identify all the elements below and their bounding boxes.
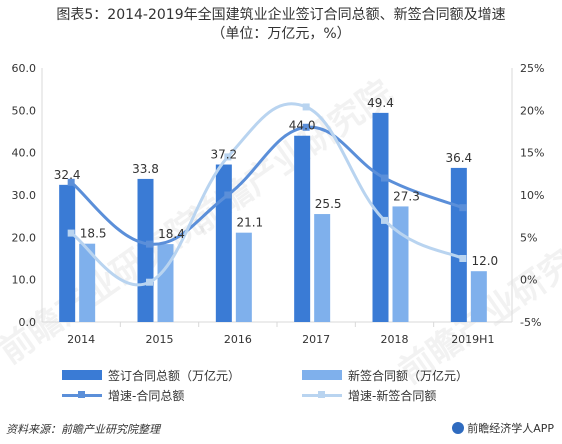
axes: 0.0 10.0 20.0 30.0 40.0 50.0 60.0 -5% 0% 5% 10% 15%… — [12, 62, 545, 346]
bar — [79, 243, 96, 322]
growth-marker — [224, 191, 232, 199]
bar-value-label: 32.4 — [54, 168, 81, 182]
x-tick-label: 2014 — [67, 333, 95, 346]
right-tick-label: -5% — [520, 316, 541, 329]
right-tick-label: 25% — [520, 62, 544, 75]
chart-title-line2: （单位：万亿元，%） — [211, 26, 351, 42]
left-tick-label: 20.0 — [12, 231, 37, 244]
bar-value-label: 25.5 — [315, 197, 342, 211]
bars — [59, 112, 487, 322]
growth-marker — [459, 204, 467, 212]
labels: 32.4 33.8 37.2 44.0 49.4 36.4 18.5 18.4 21.1 25.5… — [54, 96, 498, 268]
growth-marker — [459, 255, 467, 262]
bar — [137, 178, 154, 322]
growth-marker — [224, 153, 232, 161]
chart-title: 图表5：2014-2019年全国建筑业企业签订合同总额、新签合同额及增速 （单位… — [0, 6, 562, 44]
bar-value-label: 21.1 — [236, 216, 263, 230]
x-tick-label: 2016 — [224, 333, 252, 346]
growth-marker — [381, 216, 388, 224]
growth-marker — [67, 229, 75, 237]
bar-value-label: 27.3 — [393, 189, 420, 203]
brand-text: 前瞻经济学人APP — [467, 422, 554, 435]
growth-marker — [67, 178, 75, 186]
brand-logo-icon — [452, 422, 465, 434]
bar-value-label: 44.0 — [289, 119, 316, 133]
right-tick-label: 15% — [520, 147, 544, 160]
left-tick-label: 10.0 — [12, 274, 37, 287]
bar — [294, 135, 311, 322]
bar-value-label: 33.8 — [132, 162, 159, 176]
left-tick-label: 0.0 — [19, 316, 37, 329]
growth-marker — [381, 174, 388, 182]
right-tick-label: 5% — [520, 231, 537, 244]
brand: 前瞻经济学人APP — [452, 420, 554, 436]
bar — [157, 244, 174, 322]
bar-value-label: 18.4 — [158, 227, 185, 241]
right-tick-label: 20% — [520, 104, 544, 117]
bar — [470, 271, 487, 322]
chart-title-line1: 图表5：2014-2019年全国建筑业企业签订合同总额、新签合同额及增速 — [56, 7, 506, 23]
bar — [235, 232, 252, 322]
growth-marker — [146, 240, 153, 248]
left-tick-label: 60.0 — [12, 62, 37, 75]
bar — [450, 167, 467, 322]
left-tick-label: 40.0 — [12, 147, 37, 160]
bar-value-label: 18.5 — [80, 227, 107, 241]
growth-marker — [146, 278, 153, 286]
x-tick-label: 2018 — [381, 333, 409, 346]
bar-value-label: 36.4 — [445, 151, 472, 165]
right-tick-label: 0% — [520, 274, 537, 287]
bar — [392, 206, 409, 322]
x-tick-label: 2015 — [146, 333, 174, 346]
x-tick-label: 2019H1 — [451, 333, 494, 346]
bar — [215, 164, 232, 322]
x-tick-label: 2017 — [302, 333, 330, 346]
lines — [67, 102, 467, 287]
bar-value-label: 12.0 — [471, 254, 498, 268]
growth-marker — [302, 103, 310, 111]
source-note: 资料来源：前瞻产业研究院整理 — [6, 423, 160, 436]
growth-marker — [302, 123, 310, 131]
right-tick-label: 10% — [520, 189, 544, 202]
bar-value-label: 49.4 — [367, 96, 394, 110]
bar — [59, 184, 76, 322]
bar-value-label: 37.2 — [210, 148, 237, 162]
left-tick-label: 50.0 — [12, 104, 37, 117]
left-tick-label: 30.0 — [12, 189, 37, 202]
bar — [314, 214, 331, 322]
